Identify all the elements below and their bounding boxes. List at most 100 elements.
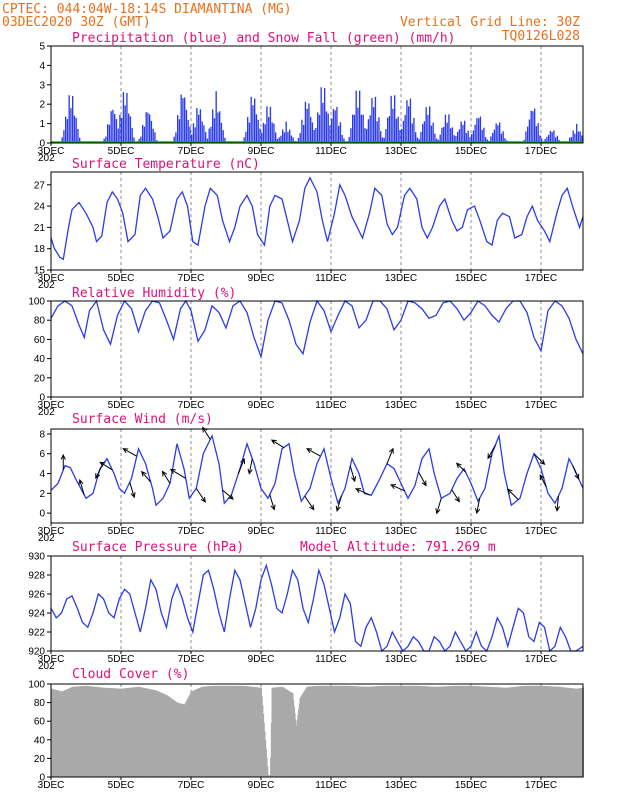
- cloud-cover-bar: [182, 704, 184, 777]
- precip-bar: [152, 128, 154, 143]
- precip-bar: [290, 135, 293, 143]
- cloud-cover-bar: [132, 687, 134, 777]
- cloud-cover-bar: [132, 687, 134, 777]
- precip-bar: [243, 137, 245, 143]
- cloud-cover-bar: [564, 687, 566, 777]
- cloud-cover-bar: [479, 686, 481, 777]
- wind-arrow: [237, 457, 246, 475]
- cloud-cover-bar: [228, 685, 230, 777]
- cloud-cover-bar: [225, 685, 227, 777]
- precip-bar: [70, 108, 72, 143]
- cloud-cover-bar: [261, 687, 262, 777]
- cloud-cover-bar: [201, 686, 203, 777]
- cloud-cover-bar: [555, 686, 557, 777]
- cloud-cover-bar: [472, 685, 474, 777]
- cloud-cover-bar: [129, 687, 131, 777]
- cloud-cover-bar: [262, 705, 264, 777]
- cloud-cover-bar: [355, 686, 357, 777]
- cloud-cover-bar: [401, 685, 403, 777]
- humidity-xtick-label: 11DEC: [315, 400, 347, 411]
- cloud-cover-bar: [88, 686, 90, 777]
- cloud-cover-bar: [481, 686, 483, 777]
- cloud-cover-bar: [454, 685, 456, 777]
- cloud-cover-bar: [279, 687, 281, 777]
- precip-bar: [115, 119, 118, 143]
- cloud-cover-bar: [291, 692, 293, 777]
- wind-arrow: [487, 444, 496, 460]
- cloud-cover-bar: [328, 685, 330, 777]
- header-run-time: 03DEC2020 30Z (GMT): [2, 15, 151, 30]
- cloud-cover-bar: [503, 687, 505, 777]
- cloud-cover-bar: [345, 685, 346, 777]
- cloud-cover-bar: [324, 685, 325, 777]
- cloud-cover-bar: [419, 685, 421, 777]
- cloud-cover-bar: [241, 685, 243, 777]
- cloud-cover-bar: [522, 685, 524, 777]
- pressure-ytick-label: 926: [28, 590, 45, 601]
- cloud-cover-bar: [509, 687, 511, 777]
- cloud-cover-bar: [492, 686, 493, 777]
- cloud-cover-bar: [190, 692, 192, 777]
- cloud-cover-bar: [214, 685, 216, 777]
- precip-bar: [332, 108, 335, 143]
- cloud-cover-bar: [468, 685, 470, 777]
- precip-bar: [198, 114, 200, 143]
- precip-bar: [264, 124, 266, 143]
- cloud-cover-bar: [246, 686, 248, 777]
- precip-bar: [416, 137, 419, 143]
- wind-ytick-label: 4: [39, 469, 45, 480]
- cloud-cover-bar: [67, 688, 69, 777]
- precip-bar: [147, 112, 149, 143]
- cloud-cover-bar: [519, 686, 521, 777]
- cloud-cover-bar: [524, 685, 526, 777]
- header-model: TQ0126L028: [502, 29, 580, 44]
- wind-xtick-label: 5DEC: [108, 526, 135, 537]
- cloud-cover-bar: [242, 685, 244, 777]
- cloud-cover-bar: [205, 686, 207, 777]
- cloud-cover-bar: [296, 720, 298, 777]
- cloud-cover-bar: [316, 685, 318, 777]
- precip-bar: [212, 109, 214, 143]
- cloud-cover-bar: [520, 686, 521, 777]
- precip-bar: [65, 116, 67, 143]
- precip-bar: [194, 127, 196, 143]
- cloud-cover-bar: [334, 685, 336, 777]
- cloud-cover-bar: [170, 698, 172, 777]
- cloud-ytick-label: 60: [34, 717, 46, 728]
- cloud-cover-bar: [496, 687, 498, 777]
- cloud-cover-bar: [326, 685, 328, 777]
- cloud-cover-bar: [496, 687, 498, 777]
- cloud-cover-bar: [507, 687, 509, 777]
- precip-bar: [420, 131, 422, 143]
- cloud-cover-bar: [375, 686, 377, 777]
- precip-bar: [572, 130, 574, 143]
- cloud-cover-bar: [125, 688, 127, 777]
- cloud-cover-bar: [338, 685, 340, 777]
- cloud-cover-bar: [216, 685, 218, 777]
- cloud-cover-bar: [311, 686, 313, 777]
- cloud-cover-bar: [578, 688, 580, 777]
- precip-bar: [402, 120, 405, 143]
- humidity-panel: 0 20 40 60 80 100 3DEC 5DEC 7DEC 9DEC 11DEC 13DEC 15…: [28, 286, 584, 418]
- cloud-cover-bar: [209, 686, 211, 777]
- pressure-title: Surface Pressure (hPa): [72, 540, 244, 555]
- cloud-cover-bar: [162, 693, 164, 777]
- cloud-title: Cloud Cover (%): [72, 667, 189, 682]
- precip-bar: [395, 118, 398, 143]
- precip-year-fragment: 202: [38, 153, 55, 164]
- precip-bar: [245, 131, 247, 143]
- cloud-cover-bar: [530, 685, 532, 777]
- cloud-ytick-label: 100: [28, 680, 45, 691]
- cloud-cover-bar: [280, 686, 282, 777]
- pressure-xtick-label: 15DEC: [455, 654, 487, 665]
- precip-bar: [196, 108, 198, 143]
- cloud-cover-bar: [467, 685, 469, 777]
- cloud-cover-bar: [130, 687, 132, 777]
- cloud-cover-bar: [427, 686, 429, 777]
- cloud-cover-bar: [297, 714, 299, 777]
- humidity-xtick-label: 3DEC: [38, 400, 65, 411]
- cloud-cover-bar: [391, 685, 393, 777]
- cloud-cover-bar: [145, 688, 147, 777]
- cloud-cover-bar: [417, 685, 419, 777]
- cloud-cover-bar: [122, 688, 124, 777]
